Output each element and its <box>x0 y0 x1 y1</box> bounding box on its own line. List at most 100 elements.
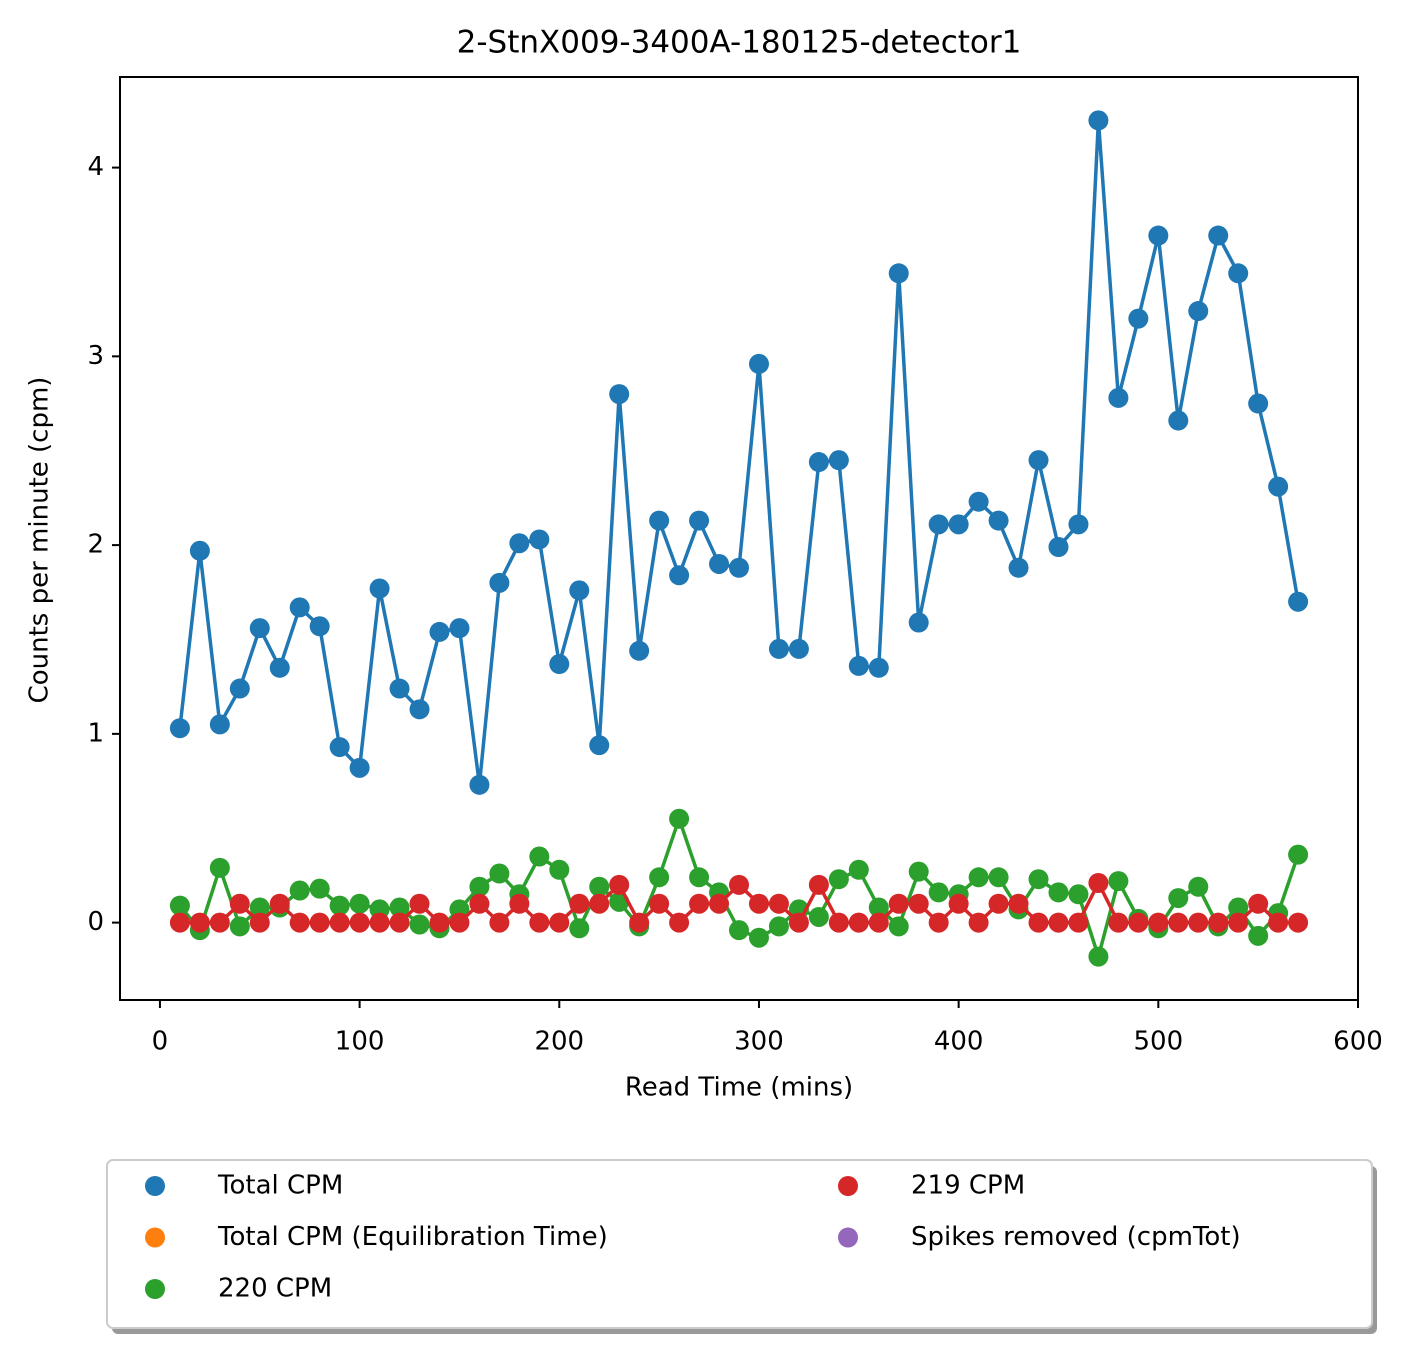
data-point <box>1228 263 1249 284</box>
data-point <box>469 774 490 795</box>
data-point <box>808 906 829 927</box>
data-point <box>888 893 909 914</box>
data-point <box>968 912 989 933</box>
data-point <box>768 916 789 937</box>
x-tick-label: 400 <box>934 1027 984 1057</box>
data-point <box>609 874 630 895</box>
data-point <box>868 897 889 918</box>
data-point <box>489 572 510 593</box>
data-point <box>1168 410 1189 431</box>
data-point <box>249 897 270 918</box>
data-point <box>229 678 250 699</box>
data-point <box>689 893 710 914</box>
data-point <box>868 912 889 933</box>
data-point <box>1108 912 1129 933</box>
data-point <box>1208 225 1229 246</box>
data-point <box>1088 872 1109 893</box>
data-point <box>968 491 989 512</box>
data-point <box>1048 536 1069 557</box>
data-point <box>1048 912 1069 933</box>
data-point <box>669 912 690 933</box>
data-point <box>1208 912 1229 933</box>
data-point <box>169 912 190 933</box>
data-point <box>788 912 809 933</box>
data-point <box>529 846 550 867</box>
x-tick-label: 600 <box>1333 1027 1383 1057</box>
data-point <box>768 893 789 914</box>
data-point <box>409 893 430 914</box>
data-point <box>449 618 470 639</box>
data-point <box>1228 897 1249 918</box>
data-point <box>209 912 230 933</box>
data-point <box>209 714 230 735</box>
data-point <box>329 737 350 758</box>
data-point <box>1288 591 1309 612</box>
y-tick-label: 2 <box>87 530 104 560</box>
legend-marker <box>838 1227 858 1248</box>
plot-frame <box>119 76 1359 1001</box>
data-point <box>169 895 190 916</box>
data-point <box>729 874 749 895</box>
y-axis-label: Counts per minute (cpm) <box>25 377 55 704</box>
data-point <box>629 912 650 933</box>
legend-label: 220 CPM <box>218 1274 332 1304</box>
data-point <box>549 654 570 675</box>
data-point <box>349 893 370 914</box>
data-point <box>569 918 590 939</box>
data-point <box>269 657 290 678</box>
data-point <box>848 912 869 933</box>
data-point <box>1248 893 1269 914</box>
data-point <box>409 914 430 935</box>
data-point <box>768 638 789 659</box>
data-point <box>649 893 670 914</box>
data-point <box>589 735 610 756</box>
data-point <box>1248 925 1269 946</box>
data-point <box>948 893 969 914</box>
data-point <box>529 529 550 550</box>
data-point <box>908 612 929 633</box>
y-tick-label: 3 <box>87 341 104 371</box>
data-point <box>509 893 530 914</box>
data-point <box>1088 110 1109 131</box>
data-point <box>389 678 410 699</box>
data-point <box>389 897 410 918</box>
data-point <box>988 893 1009 914</box>
data-point <box>249 912 270 933</box>
data-point <box>1008 893 1029 914</box>
data-point <box>229 916 250 937</box>
x-tick-label: 300 <box>734 1027 784 1057</box>
data-point <box>569 893 590 914</box>
data-point <box>1168 912 1189 933</box>
data-point <box>1048 882 1069 903</box>
legend-label: Total CPM <box>217 1171 343 1201</box>
data-point <box>649 867 670 888</box>
data-point <box>269 893 290 914</box>
data-point <box>968 867 989 888</box>
data-point <box>729 920 749 941</box>
y-tick-label: 0 <box>87 907 104 937</box>
data-point <box>409 699 430 720</box>
x-tick-label: 0 <box>152 1027 169 1057</box>
data-point <box>1268 912 1289 933</box>
data-point <box>848 859 869 880</box>
data-point <box>948 514 969 535</box>
data-point <box>1128 912 1149 933</box>
data-point <box>888 916 909 937</box>
data-point <box>369 578 390 599</box>
data-point <box>1188 301 1209 322</box>
data-point <box>748 893 769 914</box>
data-point <box>449 912 470 933</box>
chart-title: 2-StnX009-3400A-180125-detector1 <box>457 25 1022 61</box>
data-point <box>369 912 390 933</box>
data-point <box>908 893 929 914</box>
data-point <box>429 621 450 642</box>
data-point <box>669 565 690 586</box>
data-point <box>1248 393 1269 414</box>
data-point <box>1188 912 1209 933</box>
data-point <box>1128 308 1149 329</box>
data-point <box>928 882 949 903</box>
data-point <box>1108 871 1129 892</box>
data-point <box>469 876 490 897</box>
